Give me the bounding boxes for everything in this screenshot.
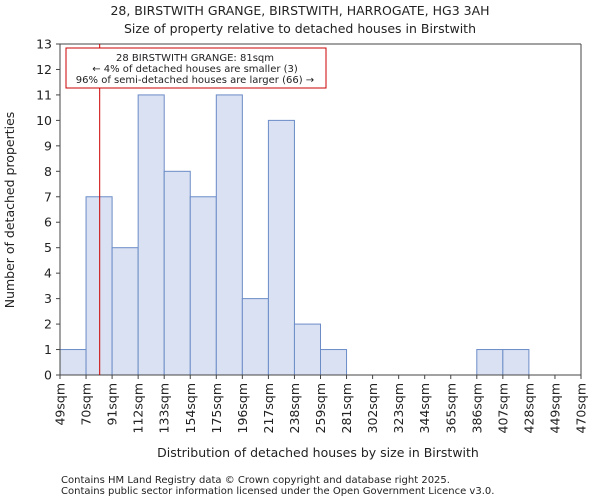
footer-line-1: Contains HM Land Registry data © Crown c… <box>61 475 450 486</box>
annotation-box: 28 BIRSTWITH GRANGE: 81sqm ← 4% of detac… <box>65 47 327 89</box>
x-tick-label: 91sqm <box>105 383 120 426</box>
histogram-bar <box>241 298 269 376</box>
y-tick-label: 9 <box>44 138 52 153</box>
x-tick-label: 175sqm <box>209 383 224 433</box>
y-tick-label: 7 <box>44 189 52 204</box>
y-tick-label: 11 <box>36 87 52 102</box>
x-tick-label: 470sqm <box>574 383 589 433</box>
y-tick-label: 13 <box>36 37 52 52</box>
x-tick-label: 49sqm <box>53 383 68 426</box>
histogram-bar <box>59 349 87 376</box>
histogram-bar <box>267 119 295 376</box>
x-tick-label: 238sqm <box>287 383 302 433</box>
x-tick-label: 449sqm <box>547 383 562 433</box>
y-tick-label: 4 <box>44 266 52 281</box>
annotation-line-3: 96% of semi-detached houses are larger (… <box>76 75 314 86</box>
x-tick-label: 259sqm <box>313 383 328 433</box>
x-tick-label: 281sqm <box>339 383 354 433</box>
histogram-bar <box>502 349 530 376</box>
y-tick-label: 1 <box>44 342 52 357</box>
histogram-bar <box>293 323 322 376</box>
x-tick-label: 196sqm <box>235 383 250 433</box>
y-axis-label: Number of detached properties <box>2 112 17 309</box>
y-tick-label: 3 <box>44 291 52 306</box>
x-tick-label: 407sqm <box>495 383 510 433</box>
x-tick-label: 302sqm <box>365 383 380 433</box>
x-tick-label: 154sqm <box>183 383 198 433</box>
footer-line-2: Contains public sector information licen… <box>61 486 494 497</box>
histogram-bar <box>189 196 217 376</box>
x-tick-label: 344sqm <box>417 383 432 433</box>
histogram-bar <box>215 94 243 376</box>
histogram-bar <box>476 349 504 376</box>
y-tick-label: 8 <box>44 164 52 179</box>
y-tick-label: 6 <box>44 215 52 230</box>
x-axis-ticks: 49sqm 70sqm 91sqm 112sqm 133sqm 154sqm 175sqm 1… <box>53 375 589 433</box>
x-tick-label: 323sqm <box>391 383 406 433</box>
x-tick-label: 112sqm <box>131 383 146 433</box>
y-tick-label: 0 <box>44 368 52 383</box>
histogram-bar <box>163 170 191 376</box>
chart-title: 28, BIRSTWITH GRANGE, BIRSTWITH, HARROGA… <box>110 3 489 18</box>
histogram-bar <box>85 196 113 376</box>
annotation-line-1: 28 BIRSTWITH GRANGE: 81sqm <box>116 53 274 64</box>
histogram-bar <box>137 94 165 376</box>
annotation-line-2: ← 4% of detached houses are smaller (3) <box>92 64 298 75</box>
x-axis-label: Distribution of detached houses by size … <box>157 445 479 460</box>
y-tick-label: 12 <box>36 62 52 77</box>
x-tick-label: 428sqm <box>521 383 536 433</box>
x-tick-label: 70sqm <box>79 383 94 426</box>
x-tick-label: 386sqm <box>469 383 484 433</box>
bars <box>59 94 530 376</box>
x-tick-label: 365sqm <box>443 383 458 433</box>
y-tick-label: 2 <box>44 317 52 332</box>
y-tick-label: 10 <box>36 113 52 128</box>
y-tick-label: 5 <box>44 240 52 255</box>
chart-subtitle: Size of property relative to detached ho… <box>124 21 476 36</box>
x-tick-label: 217sqm <box>261 383 276 433</box>
histogram-bar <box>111 247 139 376</box>
x-tick-label: 133sqm <box>157 383 172 433</box>
histogram-bar <box>320 349 348 376</box>
